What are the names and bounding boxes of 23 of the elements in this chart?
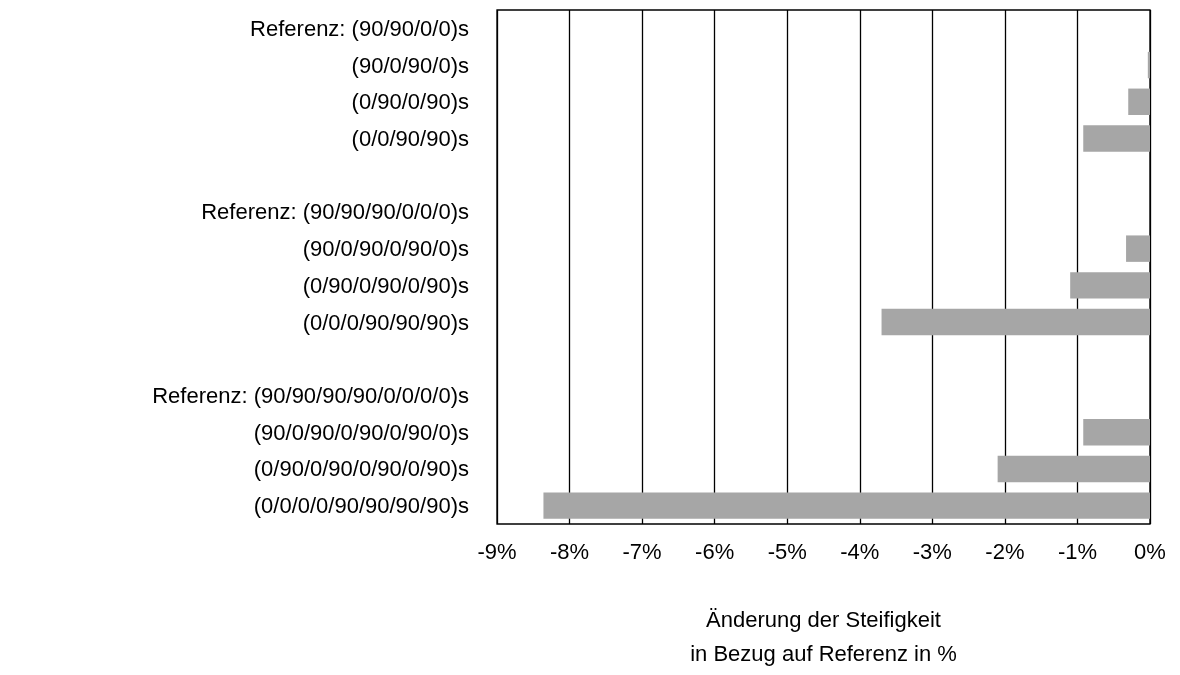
x-tick-label: -7% [622,538,662,564]
x-tick-label: -6% [695,538,735,564]
y-tick-label: (0/90/0/90/0/90/0/90)s [253,456,469,482]
y-tick-label: (0/0/0/0/90/90/90/90)s [253,493,469,519]
y-tick-label: Referenz: (90/90/90/90/0/0/0/0)s [152,383,469,408]
y-tick-label: Referenz: (90/90/0/0)s [250,15,469,41]
y-tick-label: (0/0/90/90)s [351,126,469,151]
x-tick-label: -2% [985,538,1025,564]
y-tick-label: (0/90/0/90)s [351,89,469,115]
x-tick-label: -4% [840,538,880,564]
x-tick-label: -5% [767,538,807,564]
y-tick-label: (90/0/90/0)s [351,52,469,78]
y-tick-label: (90/0/90/0/90/0)s [302,236,469,262]
y-tick-label: (0/90/0/90/0/90)s [302,272,469,298]
y-tick-label: (0/0/0/90/90/90)s [302,309,469,335]
y-tick-label: (90/0/90/0/90/0/90/0)s [253,419,469,445]
x-tick-label: -1% [1057,538,1098,564]
x-tick-label: 0% [1134,538,1166,564]
x-tick-label: -3% [912,538,952,564]
x-tick-label: -8% [549,538,590,564]
y-tick-label: Referenz: (90/90/90/0/0/0)s [201,199,469,225]
x-tick-label: -9% [477,538,517,564]
x-axis-title: Änderung der Steifigkeit in Bezug auf Referenz in % [690,606,957,666]
